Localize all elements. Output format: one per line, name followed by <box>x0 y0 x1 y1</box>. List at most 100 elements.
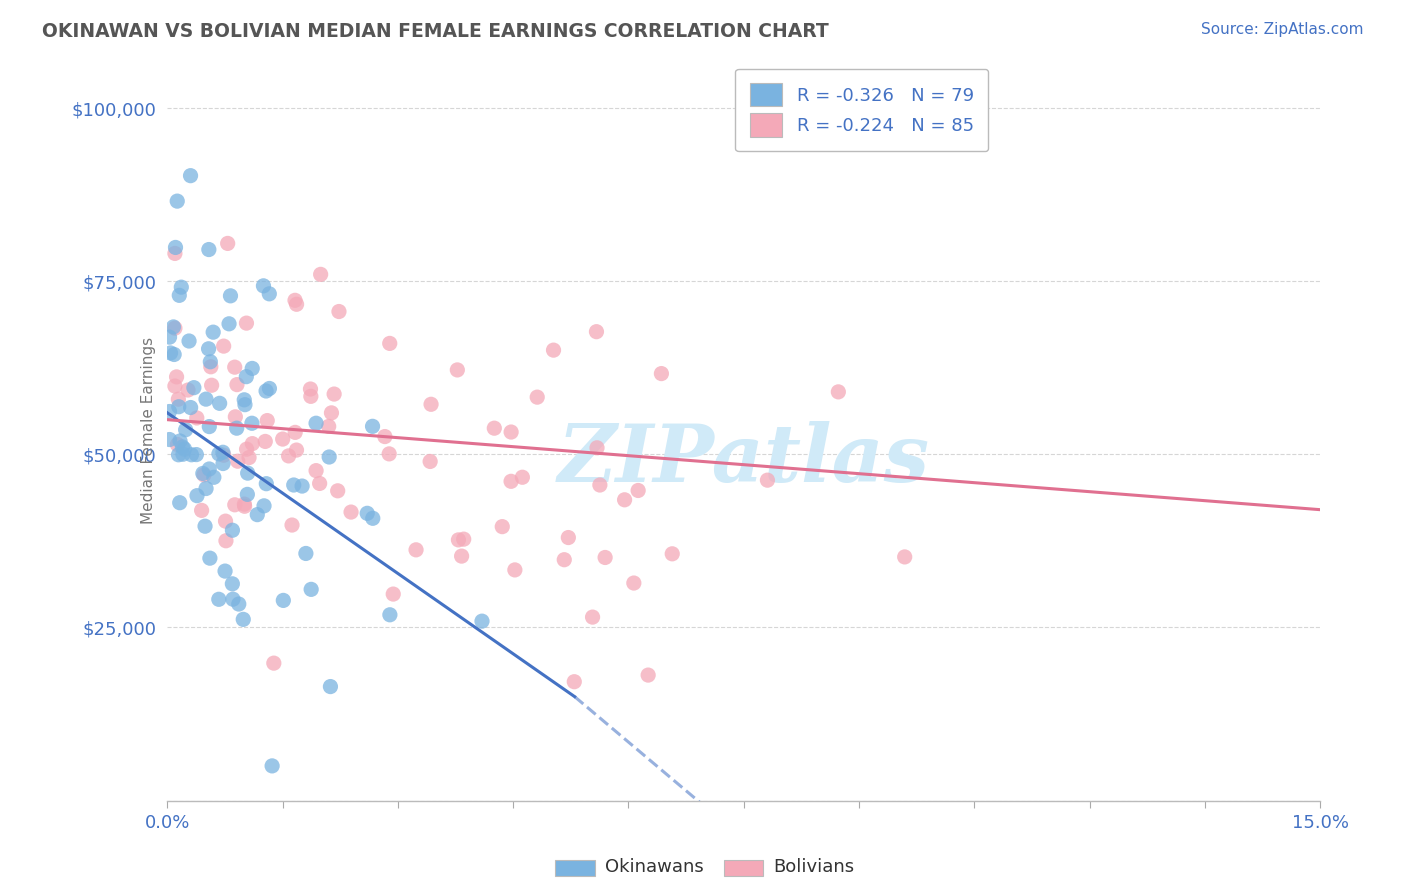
Point <box>562 674 585 689</box>
Point <box>305 416 328 430</box>
Legend: R = -0.326   N = 79, R = -0.224   N = 85: R = -0.326 N = 79, R = -0.224 N = 85 <box>735 69 988 151</box>
Point <box>512 470 534 484</box>
Point <box>252 278 274 293</box>
Point <box>174 423 197 437</box>
Text: Source: ZipAtlas.com: Source: ZipAtlas.com <box>1201 22 1364 37</box>
Point <box>284 425 307 440</box>
Y-axis label: Median Female Earnings: Median Female Earnings <box>141 336 156 524</box>
Point <box>172 447 194 461</box>
Point <box>382 587 405 601</box>
Point <box>180 401 202 415</box>
Point <box>283 478 305 492</box>
Point <box>195 392 218 406</box>
Point <box>405 542 427 557</box>
Point <box>224 360 246 375</box>
Point <box>180 448 202 462</box>
Point <box>277 449 299 463</box>
Point <box>503 563 526 577</box>
Point <box>340 505 363 519</box>
Point <box>193 467 215 482</box>
Point <box>163 379 186 393</box>
Point <box>447 533 470 547</box>
Point <box>194 519 217 533</box>
Point <box>218 317 240 331</box>
Point <box>253 499 276 513</box>
Point <box>212 448 235 462</box>
Point <box>378 336 401 351</box>
Point <box>378 447 401 461</box>
Point <box>273 593 295 607</box>
Point <box>235 369 257 384</box>
Point <box>281 518 304 533</box>
Point <box>208 592 231 607</box>
Point <box>585 325 607 339</box>
Point <box>589 478 612 492</box>
Point <box>581 610 603 624</box>
Point <box>263 656 285 670</box>
Point <box>259 286 281 301</box>
Point <box>233 398 256 412</box>
Point <box>291 479 314 493</box>
Point <box>450 549 472 563</box>
Point <box>162 320 184 334</box>
Point <box>321 406 343 420</box>
Point <box>236 466 259 480</box>
Point <box>214 514 236 528</box>
Point <box>471 614 494 628</box>
Point <box>238 450 260 465</box>
Point <box>491 519 513 533</box>
Point <box>177 383 200 397</box>
Point <box>222 592 245 607</box>
Point <box>186 448 208 462</box>
Point <box>159 404 181 418</box>
Point <box>219 289 242 303</box>
Text: Bolivians: Bolivians <box>773 858 855 876</box>
Point <box>299 382 322 396</box>
Point <box>893 549 915 564</box>
Point <box>553 552 575 566</box>
Text: ZIPatlas: ZIPatlas <box>558 421 929 499</box>
Point <box>186 411 208 425</box>
Point <box>543 343 565 358</box>
Point <box>240 417 263 431</box>
Point <box>284 293 307 308</box>
Point <box>166 194 188 208</box>
Point <box>254 384 277 398</box>
Point <box>198 462 221 476</box>
Point <box>167 400 190 414</box>
Text: OKINAWAN VS BOLIVIAN MEDIAN FEMALE EARNINGS CORRELATION CHART: OKINAWAN VS BOLIVIAN MEDIAN FEMALE EARNI… <box>42 22 830 41</box>
Point <box>225 421 247 435</box>
Point <box>224 409 246 424</box>
Point <box>627 483 650 498</box>
Point <box>212 339 235 353</box>
Point <box>200 359 222 374</box>
Point <box>593 550 616 565</box>
Point <box>159 330 181 344</box>
Point <box>499 475 522 489</box>
Point <box>256 414 278 428</box>
Point <box>586 441 609 455</box>
Point <box>202 325 225 339</box>
Point <box>637 668 659 682</box>
Text: Okinawans: Okinawans <box>605 858 703 876</box>
Point <box>661 547 683 561</box>
Point <box>378 607 401 622</box>
Point <box>186 489 208 503</box>
Point <box>169 434 191 448</box>
Point <box>195 482 218 496</box>
Point <box>170 280 193 294</box>
Point <box>163 347 186 361</box>
Point <box>198 551 221 566</box>
Point <box>240 361 263 376</box>
Point <box>177 334 200 348</box>
Point <box>226 377 249 392</box>
Point <box>557 531 579 545</box>
Point <box>318 419 340 434</box>
Point <box>420 397 443 411</box>
Point <box>169 288 191 302</box>
Point <box>319 680 342 694</box>
Point <box>361 419 384 434</box>
Point <box>217 236 239 251</box>
Point <box>526 390 548 404</box>
Point <box>650 367 672 381</box>
